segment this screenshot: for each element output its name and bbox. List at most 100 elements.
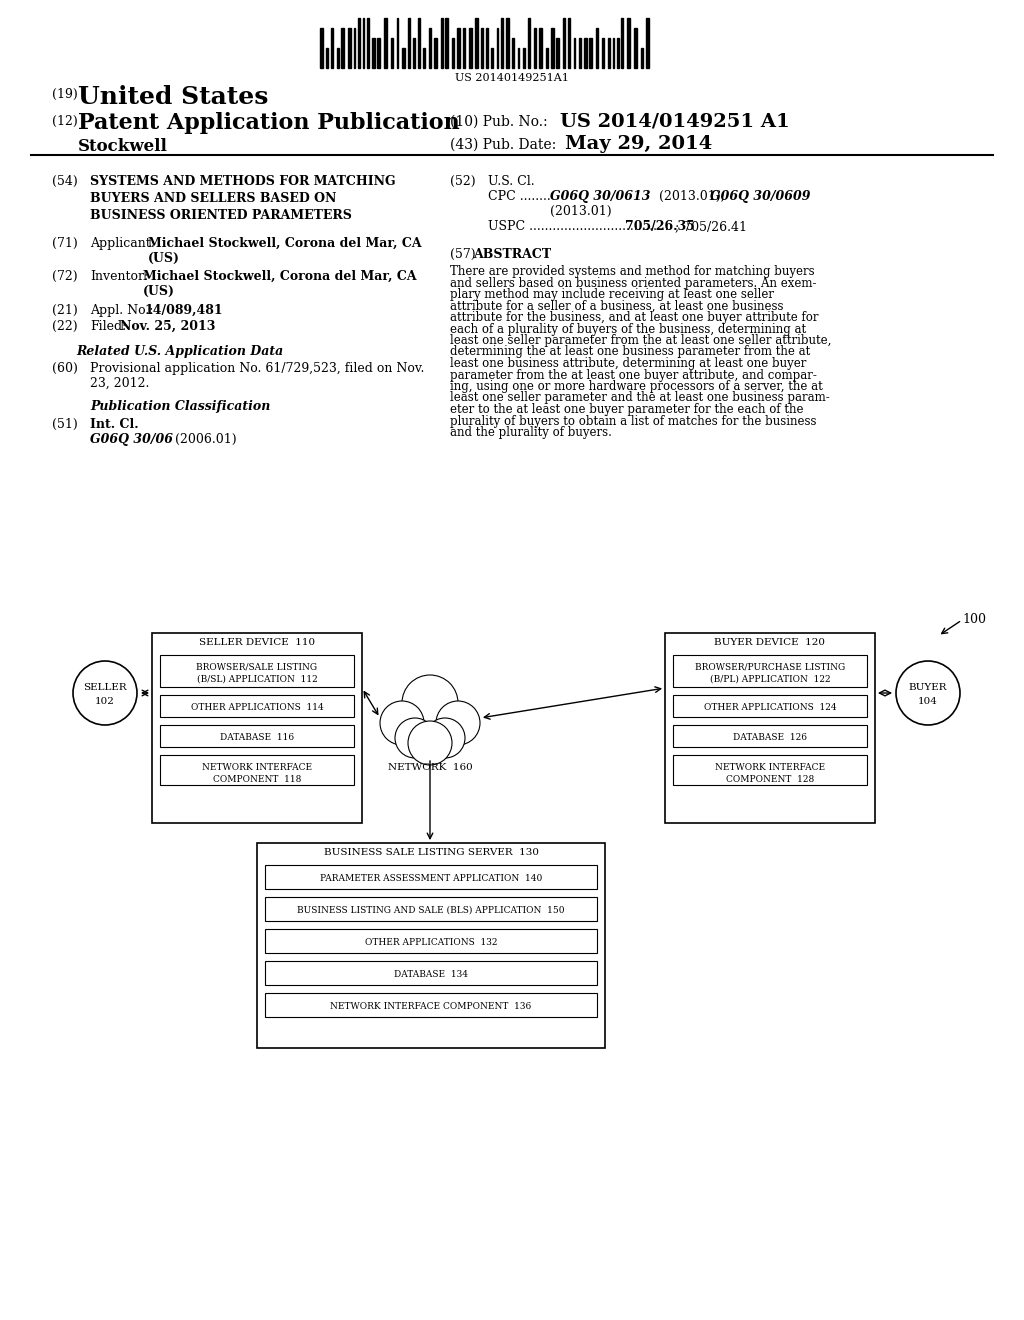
Text: BUYER DEVICE  120: BUYER DEVICE 120	[715, 638, 825, 647]
Bar	[445, 18, 449, 69]
Text: least one seller parameter and the at least one business param-: least one seller parameter and the at le…	[450, 392, 829, 404]
Text: Stockwell: Stockwell	[78, 139, 168, 154]
Circle shape	[402, 675, 458, 731]
Circle shape	[425, 718, 465, 758]
Text: (54): (54)	[52, 176, 78, 187]
Text: BROWSER/PURCHASE LISTING: BROWSER/PURCHASE LISTING	[695, 663, 845, 672]
Text: COMPONENT  128: COMPONENT 128	[726, 775, 814, 784]
Text: There are provided systems and method for matching buyers: There are provided systems and method fo…	[450, 265, 815, 279]
Bar	[433, 38, 436, 69]
Text: attribute for a seller of a business, at least one business: attribute for a seller of a business, at…	[450, 300, 783, 313]
Text: CPC ........: CPC ........	[488, 190, 555, 203]
Text: U.S. Cl.: U.S. Cl.	[488, 176, 535, 187]
Circle shape	[380, 701, 424, 744]
Text: 100: 100	[962, 612, 986, 626]
Bar	[584, 38, 587, 69]
Text: 705/26.35: 705/26.35	[625, 220, 694, 234]
Bar	[337, 48, 339, 69]
Bar	[319, 28, 323, 69]
Text: ing, using one or more hardware processors of a server, the at: ing, using one or more hardware processo…	[450, 380, 822, 393]
Bar	[331, 28, 333, 69]
Bar	[579, 38, 581, 69]
Bar	[621, 18, 623, 69]
Text: NETWORK INTERFACE COMPONENT  136: NETWORK INTERFACE COMPONENT 136	[331, 1002, 531, 1011]
Bar	[612, 38, 614, 69]
Bar	[384, 18, 387, 69]
FancyBboxPatch shape	[160, 725, 354, 747]
Bar	[348, 28, 351, 69]
Bar	[506, 18, 509, 69]
FancyBboxPatch shape	[160, 755, 354, 785]
Bar	[556, 38, 559, 69]
Bar	[634, 28, 637, 69]
Bar	[408, 18, 410, 69]
Bar	[469, 28, 472, 69]
FancyBboxPatch shape	[265, 898, 597, 921]
Bar	[551, 28, 554, 69]
Text: Appl. No.:: Appl. No.:	[90, 304, 154, 317]
Bar	[486, 28, 487, 69]
Bar	[353, 28, 355, 69]
Text: SYSTEMS AND METHODS FOR MATCHING
BUYERS AND SELLERS BASED ON
BUSINESS ORIENTED P: SYSTEMS AND METHODS FOR MATCHING BUYERS …	[90, 176, 395, 222]
Text: USPC ....................................: USPC ...................................…	[488, 220, 673, 234]
Text: DATABASE  116: DATABASE 116	[220, 733, 294, 742]
Bar	[418, 18, 420, 69]
Bar	[402, 48, 404, 69]
Text: ; 705/26.41: ; 705/26.41	[675, 220, 746, 234]
Text: plary method may include receiving at least one seller: plary method may include receiving at le…	[450, 288, 774, 301]
Text: parameter from the at least one buyer attribute, and compar-: parameter from the at least one buyer at…	[450, 368, 817, 381]
Bar	[534, 28, 536, 69]
Bar	[567, 18, 570, 69]
Bar	[372, 38, 375, 69]
Bar	[367, 18, 369, 69]
Bar	[457, 28, 460, 69]
Bar	[423, 48, 425, 69]
FancyBboxPatch shape	[673, 725, 867, 747]
FancyBboxPatch shape	[673, 696, 867, 717]
Text: United States: United States	[78, 84, 268, 110]
Bar	[512, 38, 514, 69]
Bar	[413, 38, 415, 69]
Bar	[481, 28, 482, 69]
Bar	[377, 38, 380, 69]
Text: least one seller parameter from the at least one seller attribute,: least one seller parameter from the at l…	[450, 334, 831, 347]
Bar	[539, 28, 542, 69]
Text: (2013.01): (2013.01)	[550, 205, 611, 218]
Text: 104: 104	[919, 697, 938, 706]
Text: (72): (72)	[52, 271, 78, 282]
Bar	[601, 38, 603, 69]
FancyBboxPatch shape	[265, 929, 597, 953]
Bar	[357, 18, 360, 69]
Text: ABSTRACT: ABSTRACT	[473, 248, 551, 261]
Text: DATABASE  134: DATABASE 134	[394, 970, 468, 979]
Text: NETWORK  160: NETWORK 160	[388, 763, 472, 772]
Text: Michael Stockwell, Corona del Mar, CA
(US): Michael Stockwell, Corona del Mar, CA (U…	[148, 238, 422, 265]
FancyBboxPatch shape	[265, 993, 597, 1016]
Text: determining the at least one business parameter from the at: determining the at least one business pa…	[450, 346, 810, 359]
Bar	[452, 38, 454, 69]
Bar	[440, 18, 442, 69]
FancyBboxPatch shape	[673, 655, 867, 686]
FancyBboxPatch shape	[160, 696, 354, 717]
Text: G06Q 30/06: G06Q 30/06	[90, 433, 173, 446]
Text: SELLER: SELLER	[83, 682, 127, 692]
Text: 14/089,481: 14/089,481	[145, 304, 223, 317]
Bar	[326, 48, 328, 69]
Text: (21): (21)	[52, 304, 78, 317]
Text: SELLER DEVICE  110: SELLER DEVICE 110	[199, 638, 315, 647]
Text: PARAMETER ASSESSMENT APPLICATION  140: PARAMETER ASSESSMENT APPLICATION 140	[319, 874, 542, 883]
Text: and the plurality of buyers.: and the plurality of buyers.	[450, 426, 612, 440]
Text: US 2014/0149251 A1: US 2014/0149251 A1	[560, 112, 790, 129]
Text: plurality of buyers to obtain a list of matches for the business: plurality of buyers to obtain a list of …	[450, 414, 816, 428]
Bar	[573, 38, 575, 69]
Text: least one business attribute, determining at least one buyer: least one business attribute, determinin…	[450, 356, 806, 370]
Bar	[546, 48, 548, 69]
Text: (12): (12)	[52, 115, 78, 128]
Circle shape	[395, 718, 435, 758]
Text: (2006.01): (2006.01)	[175, 433, 237, 446]
Bar	[596, 28, 598, 69]
Bar	[589, 38, 592, 69]
Text: attribute for the business, and at least one buyer attribute for: attribute for the business, and at least…	[450, 312, 818, 323]
Text: BUSINESS SALE LISTING SERVER  130: BUSINESS SALE LISTING SERVER 130	[324, 847, 539, 857]
Text: Int. Cl.: Int. Cl.	[90, 418, 138, 432]
